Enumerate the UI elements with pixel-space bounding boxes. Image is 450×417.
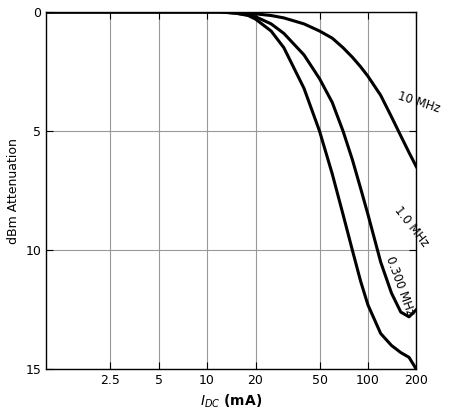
Text: 0.300 MHz: 0.300 MHz: [383, 254, 417, 317]
X-axis label: $\mathit{I}_{DC}$ (mA): $\mathit{I}_{DC}$ (mA): [200, 393, 262, 410]
Y-axis label: dBm Attenuation: dBm Attenuation: [7, 138, 20, 244]
Text: 1.0 MHz: 1.0 MHz: [392, 203, 431, 249]
Text: 10 MHz: 10 MHz: [396, 90, 442, 116]
